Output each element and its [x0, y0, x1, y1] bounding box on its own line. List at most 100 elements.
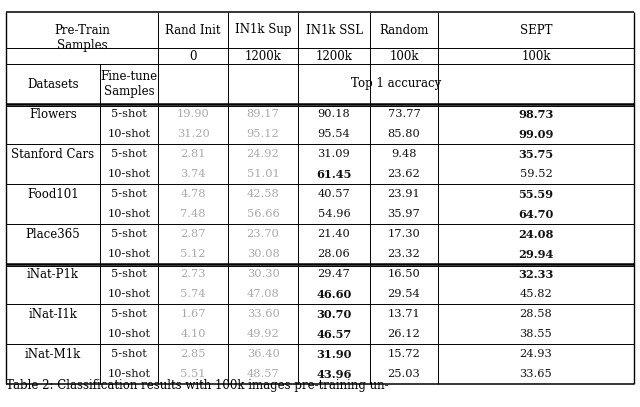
- Text: 100k: 100k: [389, 50, 419, 63]
- Text: IN1k SSL: IN1k SSL: [305, 24, 362, 37]
- Text: 33.60: 33.60: [246, 309, 280, 319]
- Text: 5-shot: 5-shot: [111, 149, 147, 159]
- Text: 24.92: 24.92: [246, 149, 280, 159]
- Text: 5-shot: 5-shot: [111, 229, 147, 239]
- Text: Place365: Place365: [26, 228, 81, 241]
- Text: 42.58: 42.58: [246, 189, 280, 199]
- Text: 5.51: 5.51: [180, 369, 205, 379]
- Text: 89.17: 89.17: [246, 109, 280, 119]
- Text: 1200k: 1200k: [244, 50, 282, 63]
- Text: 31.09: 31.09: [317, 149, 350, 159]
- Text: 40.57: 40.57: [317, 189, 350, 199]
- Text: 1200k: 1200k: [316, 50, 353, 63]
- Text: 47.08: 47.08: [246, 289, 280, 299]
- Text: 23.70: 23.70: [246, 229, 280, 239]
- Text: Stanford Cars: Stanford Cars: [12, 147, 95, 160]
- Text: iNat-I1k: iNat-I1k: [29, 308, 77, 320]
- Text: 17.30: 17.30: [388, 229, 420, 239]
- Text: 2.85: 2.85: [180, 349, 205, 359]
- Text: 1.67: 1.67: [180, 309, 205, 319]
- Text: 15.72: 15.72: [388, 349, 420, 359]
- Text: 59.52: 59.52: [520, 169, 552, 179]
- Text: 99.09: 99.09: [518, 129, 554, 140]
- Text: 51.01: 51.01: [246, 169, 280, 179]
- Text: 5-shot: 5-shot: [111, 269, 147, 279]
- Text: 24.08: 24.08: [518, 228, 554, 239]
- Text: 13.71: 13.71: [388, 309, 420, 319]
- Text: 31.90: 31.90: [316, 348, 352, 359]
- Text: iNat-P1k: iNat-P1k: [27, 267, 79, 280]
- Text: 23.91: 23.91: [388, 189, 420, 199]
- Text: 54.96: 54.96: [317, 209, 350, 219]
- Text: 73.77: 73.77: [388, 109, 420, 119]
- Text: SEPT: SEPT: [520, 24, 552, 37]
- Text: 7.48: 7.48: [180, 209, 205, 219]
- Text: IN1k Sup: IN1k Sup: [235, 24, 291, 37]
- Text: 46.57: 46.57: [316, 328, 351, 339]
- Text: Flowers: Flowers: [29, 107, 77, 120]
- Text: 30.30: 30.30: [246, 269, 280, 279]
- Text: 61.45: 61.45: [316, 168, 352, 179]
- Text: Datasets: Datasets: [27, 77, 79, 90]
- Text: 33.65: 33.65: [520, 369, 552, 379]
- Text: 26.12: 26.12: [388, 329, 420, 339]
- Text: Food101: Food101: [27, 188, 79, 201]
- Text: 5.12: 5.12: [180, 249, 205, 259]
- Text: 45.82: 45.82: [520, 289, 552, 299]
- Text: 10-shot: 10-shot: [108, 169, 150, 179]
- Text: 10-shot: 10-shot: [108, 369, 150, 379]
- Text: 23.32: 23.32: [388, 249, 420, 259]
- Text: 10-shot: 10-shot: [108, 329, 150, 339]
- Text: 30.70: 30.70: [316, 309, 352, 319]
- Text: 90.18: 90.18: [317, 109, 350, 119]
- Text: Pre-Train
Samples: Pre-Train Samples: [54, 24, 110, 52]
- Text: iNat-M1k: iNat-M1k: [25, 348, 81, 361]
- Text: 38.55: 38.55: [520, 329, 552, 339]
- Text: 2.73: 2.73: [180, 269, 205, 279]
- Text: 28.06: 28.06: [317, 249, 350, 259]
- Text: 28.58: 28.58: [520, 309, 552, 319]
- Text: 100k: 100k: [521, 50, 551, 63]
- Text: 55.59: 55.59: [518, 188, 554, 199]
- Text: 5-shot: 5-shot: [111, 349, 147, 359]
- Text: 95.54: 95.54: [317, 129, 350, 139]
- Text: 3.74: 3.74: [180, 169, 205, 179]
- Text: 46.60: 46.60: [316, 289, 352, 300]
- Text: 5-shot: 5-shot: [111, 309, 147, 319]
- Text: 43.96: 43.96: [316, 368, 352, 379]
- Text: Top 1 accuracy: Top 1 accuracy: [351, 77, 441, 90]
- Text: 2.87: 2.87: [180, 229, 205, 239]
- Text: Table 2: Classification results with 100k images pre-training un-: Table 2: Classification results with 100…: [6, 379, 388, 392]
- Text: 21.40: 21.40: [317, 229, 350, 239]
- Text: 31.20: 31.20: [177, 129, 209, 139]
- Text: 4.10: 4.10: [180, 329, 205, 339]
- Text: 2.81: 2.81: [180, 149, 205, 159]
- Text: 9.48: 9.48: [391, 149, 417, 159]
- Text: 29.47: 29.47: [317, 269, 350, 279]
- Text: 4.78: 4.78: [180, 189, 205, 199]
- Text: 10-shot: 10-shot: [108, 129, 150, 139]
- Text: 5-shot: 5-shot: [111, 109, 147, 119]
- Text: 35.75: 35.75: [518, 149, 554, 160]
- Text: 5-shot: 5-shot: [111, 189, 147, 199]
- Text: 32.33: 32.33: [518, 269, 554, 280]
- Text: 23.62: 23.62: [388, 169, 420, 179]
- Text: 10-shot: 10-shot: [108, 249, 150, 259]
- Text: 5.74: 5.74: [180, 289, 205, 299]
- Text: 64.70: 64.70: [518, 208, 554, 219]
- Text: 36.40: 36.40: [246, 349, 280, 359]
- Text: 25.03: 25.03: [388, 369, 420, 379]
- Text: 30.08: 30.08: [246, 249, 280, 259]
- Text: 85.80: 85.80: [388, 129, 420, 139]
- Text: Random: Random: [380, 24, 429, 37]
- Text: 98.73: 98.73: [518, 109, 554, 120]
- Text: 10-shot: 10-shot: [108, 209, 150, 219]
- Text: 48.57: 48.57: [246, 369, 280, 379]
- Text: 16.50: 16.50: [388, 269, 420, 279]
- Text: 29.54: 29.54: [388, 289, 420, 299]
- Text: 0: 0: [189, 50, 196, 63]
- Text: Rand Init: Rand Init: [165, 24, 221, 37]
- Text: 19.90: 19.90: [177, 109, 209, 119]
- Text: 95.12: 95.12: [246, 129, 280, 139]
- Text: 35.97: 35.97: [388, 209, 420, 219]
